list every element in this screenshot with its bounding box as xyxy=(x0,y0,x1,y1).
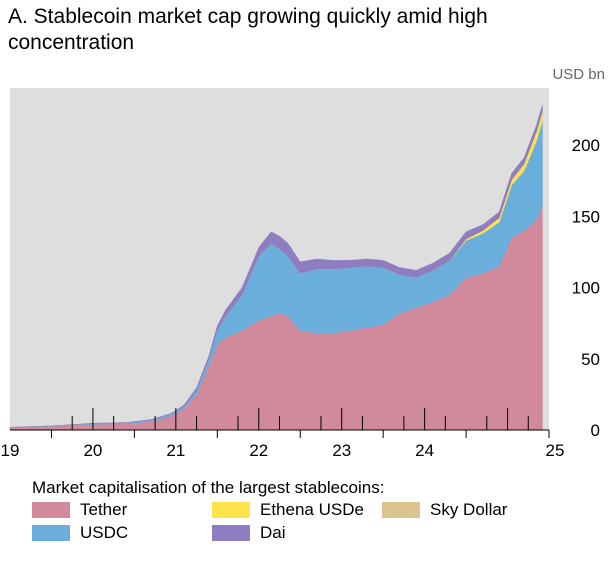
legend-item-dai: Dai xyxy=(212,523,382,543)
legend-swatch-sky-dollar xyxy=(382,502,420,518)
stablecoin-area-chart: 19 20 21 22 23 24 25 0 50 100 150 200 xyxy=(1,88,600,460)
x-tick-label: 20 xyxy=(83,441,102,460)
legend-label-dai: Dai xyxy=(260,523,286,542)
legend-swatch-usdc xyxy=(32,525,70,541)
y-tick-label: 200 xyxy=(572,136,600,155)
legend-title: Market capitalisation of the largest sta… xyxy=(32,478,385,497)
y-tick-label: 150 xyxy=(572,207,600,226)
stacked-areas xyxy=(9,105,543,431)
y-axis-unit-label: USD bn xyxy=(552,66,605,83)
x-tick-label: 24 xyxy=(415,441,434,460)
y-tick-label: 0 xyxy=(591,421,600,440)
x-tick-label: 25 xyxy=(546,441,565,460)
legend-item-ethena-usde: Ethena USDe xyxy=(212,500,382,520)
x-tick-label: 19 xyxy=(1,441,20,460)
legend-swatch-tether xyxy=(32,502,70,518)
legend-item-sky-dollar: Sky Dollar xyxy=(382,500,552,520)
x-tick-label: 23 xyxy=(332,441,351,460)
x-tick-label: 22 xyxy=(249,441,268,460)
axes: 19 20 21 22 23 24 25 0 50 100 150 200 xyxy=(1,136,600,460)
legend-label-tether: Tether xyxy=(80,500,128,519)
legend-item-usdc: USDC xyxy=(32,523,212,543)
chart-title: A. Stablecoin market cap growing quickly… xyxy=(8,5,488,54)
legend-swatch-dai xyxy=(212,525,250,541)
legend-label-sky-dollar: Sky Dollar xyxy=(430,500,508,519)
y-tick-label: 100 xyxy=(572,279,600,298)
legend-label-ethena-usde: Ethena USDe xyxy=(260,500,364,519)
legend-label-usdc: USDC xyxy=(80,523,129,542)
legend: Market capitalisation of the largest sta… xyxy=(32,478,552,543)
legend-swatch-ethena-usde xyxy=(212,502,250,518)
x-tick-label: 21 xyxy=(166,441,185,460)
y-tick-label: 50 xyxy=(581,350,600,369)
area-dai xyxy=(9,105,543,428)
legend-item-tether: Tether xyxy=(32,500,212,520)
